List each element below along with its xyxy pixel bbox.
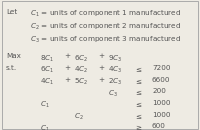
Text: 200: 200: [152, 88, 166, 94]
Text: $C_1$: $C_1$: [40, 124, 50, 130]
Text: $C_1$: $C_1$: [40, 100, 50, 110]
Text: Max: Max: [6, 53, 21, 59]
Text: $6C_2$: $6C_2$: [74, 53, 88, 63]
Text: $9C_3$: $9C_3$: [108, 53, 122, 63]
Text: $\leq$: $\leq$: [134, 77, 143, 86]
Text: $\leq$: $\leq$: [134, 88, 143, 97]
Text: $4C_2$: $4C_2$: [74, 65, 88, 75]
Text: $4C_3$: $4C_3$: [108, 65, 122, 75]
Text: 600: 600: [152, 124, 166, 129]
Text: +: +: [64, 65, 70, 71]
Text: $\geq$: $\geq$: [134, 124, 143, 130]
Text: +: +: [98, 53, 104, 59]
Text: $C_2$: $C_2$: [74, 112, 84, 122]
Text: $8C_1$: $8C_1$: [40, 53, 54, 63]
Text: $\leq$: $\leq$: [134, 112, 143, 121]
Text: $2C_3$: $2C_3$: [108, 77, 122, 87]
Text: $6C_1$: $6C_1$: [40, 65, 54, 75]
Text: $4C_1$: $4C_1$: [40, 77, 54, 87]
Text: 1000: 1000: [152, 112, 170, 118]
Text: 6600: 6600: [152, 77, 170, 83]
FancyBboxPatch shape: [2, 1, 198, 129]
Text: $C_3$ = units of component 3 manufactured: $C_3$ = units of component 3 manufacture…: [30, 35, 181, 45]
Text: 1000: 1000: [152, 100, 170, 106]
Text: $C_3$: $C_3$: [108, 88, 118, 99]
Text: $C_1$ = units of component 1 manufactured: $C_1$ = units of component 1 manufacture…: [30, 9, 181, 19]
Text: Let: Let: [6, 9, 17, 15]
Text: 7200: 7200: [152, 65, 170, 71]
Text: +: +: [64, 77, 70, 83]
Text: +: +: [98, 77, 104, 83]
Text: $\leq$: $\leq$: [134, 65, 143, 74]
Text: $5C_2$: $5C_2$: [74, 77, 88, 87]
Text: $C_2$ = units of component 2 manufactured: $C_2$ = units of component 2 manufacture…: [30, 22, 181, 32]
Text: +: +: [64, 53, 70, 59]
Text: +: +: [98, 65, 104, 71]
Text: $\leq$: $\leq$: [134, 100, 143, 109]
Text: s.t.: s.t.: [6, 65, 17, 71]
